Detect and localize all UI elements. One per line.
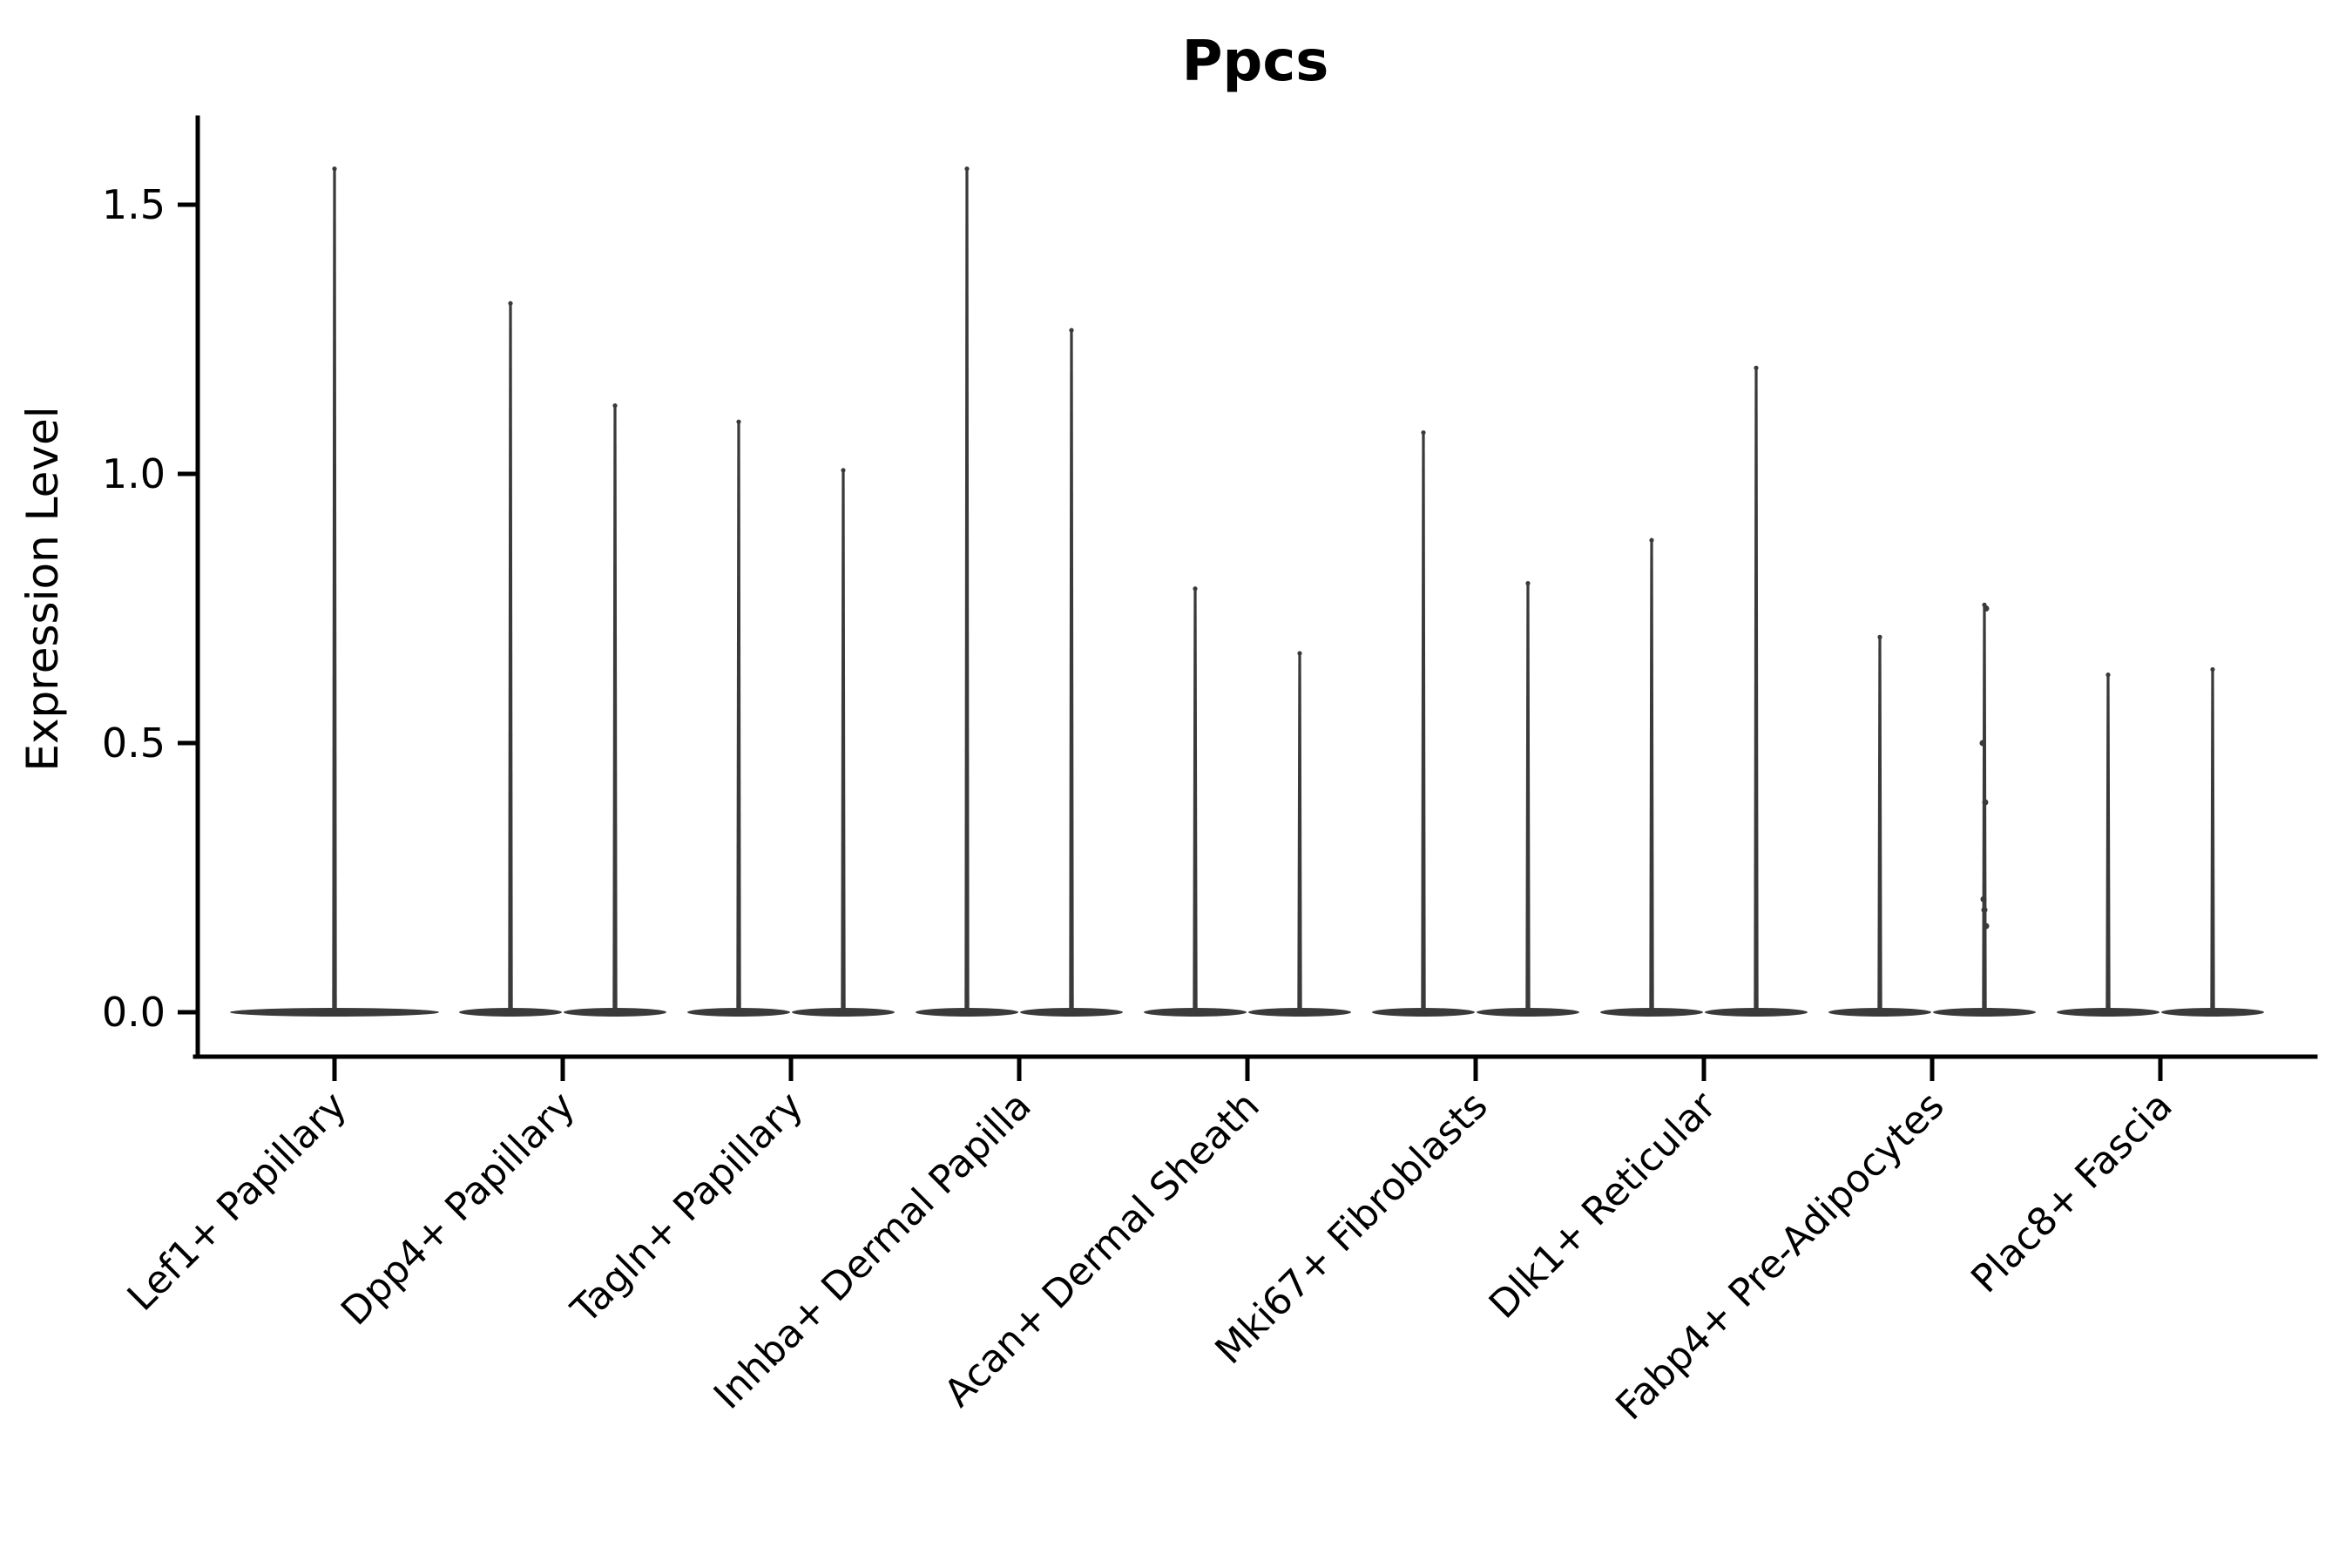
violin <box>687 419 790 1017</box>
violin-spike <box>508 301 513 1012</box>
violin <box>1144 586 1247 1017</box>
expression-point <box>1983 605 1990 612</box>
violin-spike <box>1421 430 1426 1012</box>
violin <box>916 166 1018 1017</box>
violin <box>564 403 666 1017</box>
violin-spike-cap <box>508 301 513 306</box>
violins <box>230 166 2264 1017</box>
violin-spike <box>1649 538 1654 1012</box>
violin <box>1248 651 1351 1017</box>
violin <box>2057 672 2159 1017</box>
violin-spike <box>736 420 741 1012</box>
violin-spike-cap <box>1877 634 1882 640</box>
violin-spike-cap <box>2210 666 2215 672</box>
violin-spike <box>1982 603 1987 1012</box>
violin <box>1372 429 1475 1017</box>
violin-spike <box>1877 635 1882 1012</box>
y-tick-label: 0.0 <box>102 989 166 1036</box>
x-tick-label: Tagln+ Papillary <box>563 1084 812 1333</box>
violin-spike <box>2210 667 2215 1012</box>
x-tick-label: Dpp4+ Papillary <box>333 1084 584 1335</box>
violin-spike-cap <box>1421 429 1426 436</box>
violin <box>1020 328 1123 1017</box>
violin-spike-cap <box>964 166 970 172</box>
violin <box>1600 537 1703 1017</box>
violin <box>1828 634 1931 1017</box>
y-axis-ticks: 0.0 0.5 1.0 1.5 <box>102 181 198 1036</box>
y-tick-label: 1.0 <box>102 450 166 497</box>
plot-title: Ppcs <box>1182 30 1329 94</box>
violin-spike <box>964 166 970 1013</box>
violin-spike-cap <box>612 403 618 409</box>
violin-spike-cap <box>1649 537 1654 543</box>
violin-spike <box>1754 366 1759 1012</box>
violin-spike <box>841 468 846 1012</box>
violin-spike-cap <box>332 166 337 172</box>
expression-point <box>1982 799 1989 806</box>
y-tick-label: 0.5 <box>102 720 166 767</box>
violin-spike-cap <box>1069 328 1074 333</box>
violin <box>1477 581 1579 1017</box>
violin <box>792 468 895 1017</box>
y-tick-label: 1.5 <box>102 181 166 228</box>
expression-point <box>1983 923 1990 929</box>
expression-point <box>1979 740 1986 747</box>
violin-spike-cap <box>841 468 846 473</box>
violin <box>230 166 439 1017</box>
violin-spike <box>332 166 337 1013</box>
violin-spike-cap <box>2105 672 2111 678</box>
violin-spike <box>1297 651 1302 1012</box>
x-tick-label: Plac8+ Fascia <box>1963 1084 2181 1302</box>
x-tick-label: Lef1+ Papillary <box>119 1084 355 1320</box>
violin <box>1705 365 1808 1017</box>
violin-spike-cap <box>1193 586 1198 591</box>
violin-spike-cap <box>1754 365 1759 370</box>
violin-spike <box>2105 672 2111 1012</box>
expression-point <box>1980 896 1987 902</box>
violin <box>2161 666 2264 1017</box>
expression-point <box>1981 907 1988 914</box>
violin-spike-cap <box>736 419 741 424</box>
violin-spike <box>612 403 618 1012</box>
violin <box>1933 602 2036 1017</box>
violin <box>459 301 562 1017</box>
violin-spike <box>1069 328 1074 1012</box>
y-axis-label: Expression Level <box>17 406 68 771</box>
violin-spike-cap <box>1297 651 1302 656</box>
x-tick-label: Dlk1+ Reticular <box>1481 1083 1726 1328</box>
violin-spike-cap <box>1525 581 1531 586</box>
violin-spike <box>1525 581 1531 1012</box>
violin-spike <box>1193 586 1198 1012</box>
